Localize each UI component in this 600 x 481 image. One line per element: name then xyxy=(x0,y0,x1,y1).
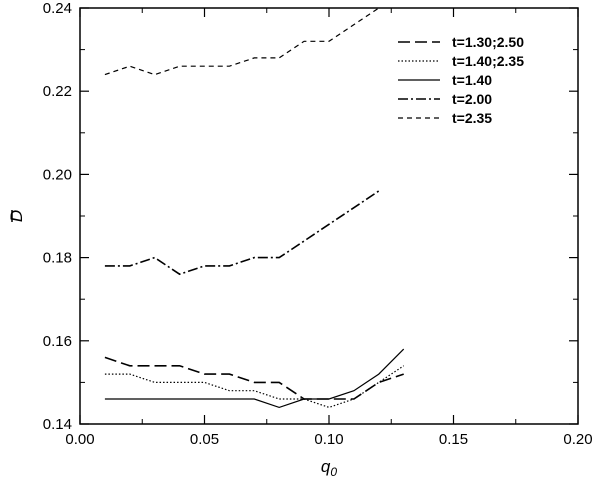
y-axis-label: D xyxy=(7,210,26,222)
series-line-t-2-00 xyxy=(104,190,380,276)
series-line-t-1-30-2-50 xyxy=(104,356,404,400)
y-tick-label: 0.18 xyxy=(43,250,72,267)
x-axis-label: q0 xyxy=(321,457,337,479)
legend-label-t-2-00: t=2.00 xyxy=(452,91,492,107)
x-tick-label: 0.15 xyxy=(439,431,468,448)
y-tick-label: 0.24 xyxy=(43,0,72,17)
x-tick-label: 0.20 xyxy=(563,431,592,448)
y-tick-label: 0.20 xyxy=(43,166,72,183)
x-tick-label: 0.00 xyxy=(65,431,94,448)
y-axis-label-text: D xyxy=(7,210,26,222)
y-tick-label: 0.22 xyxy=(43,83,72,100)
x-tick-label: 0.10 xyxy=(314,431,343,448)
series-line-t-1-40-2-35 xyxy=(104,365,405,409)
axis-ticks: 0.00 0.05 0.10 0.15 0.20 0.14 0.16 0.18 0.20 0.22… xyxy=(43,0,593,448)
series-group xyxy=(104,7,405,409)
legend-label-t-1-30-2-50: t=1.30;2.50 xyxy=(452,34,524,50)
legend-label-t-2-35: t=2.35 xyxy=(452,110,492,126)
x-axis-label-subscript: 0 xyxy=(330,465,337,479)
y-tick-label: 0.16 xyxy=(43,333,72,350)
x-axis-label-main: q xyxy=(321,457,331,476)
plot-frame xyxy=(79,7,579,425)
x-tick-label: 0.05 xyxy=(190,431,219,448)
legend-label-t-1-40: t=1.40 xyxy=(452,72,492,88)
series-line-t-2-35 xyxy=(104,7,380,76)
series-line-t-1-40 xyxy=(104,348,405,409)
y-tick-label: 0.14 xyxy=(43,416,72,433)
legend-label-t-1-40-2-35: t=1.40;2.35 xyxy=(452,53,524,69)
legend: t=1.30;2.50 t=1.40;2.35 t=1.40 t=2.00 t=2.35 xyxy=(398,34,524,126)
